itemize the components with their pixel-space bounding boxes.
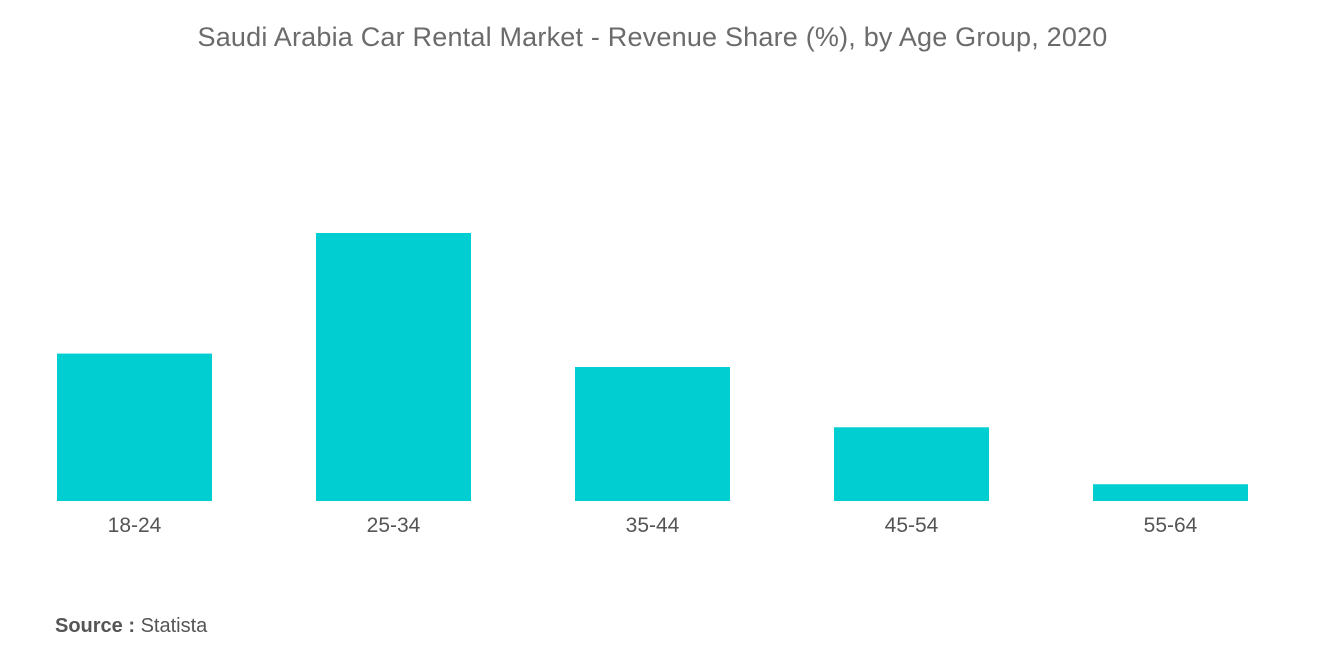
bar-35-44 <box>575 367 730 501</box>
x-tick-label: 18-24 <box>108 514 162 537</box>
source-note: Source : Statista <box>55 615 207 638</box>
bar-55-64 <box>1093 484 1248 501</box>
x-tick-label: 35-44 <box>626 514 680 537</box>
bar-25-34 <box>316 233 471 501</box>
x-tick-label: 25-34 <box>367 514 421 537</box>
bar-45-54 <box>834 427 989 501</box>
chart-title: Saudi Arabia Car Rental Market - Revenue… <box>197 22 1108 52</box>
x-tick-label: 55-64 <box>1144 514 1198 537</box>
x-tick-label: 45-54 <box>885 514 939 537</box>
bar-18-24 <box>57 353 212 501</box>
source-label: Source : <box>55 615 136 637</box>
source-value: Statista <box>140 615 208 637</box>
